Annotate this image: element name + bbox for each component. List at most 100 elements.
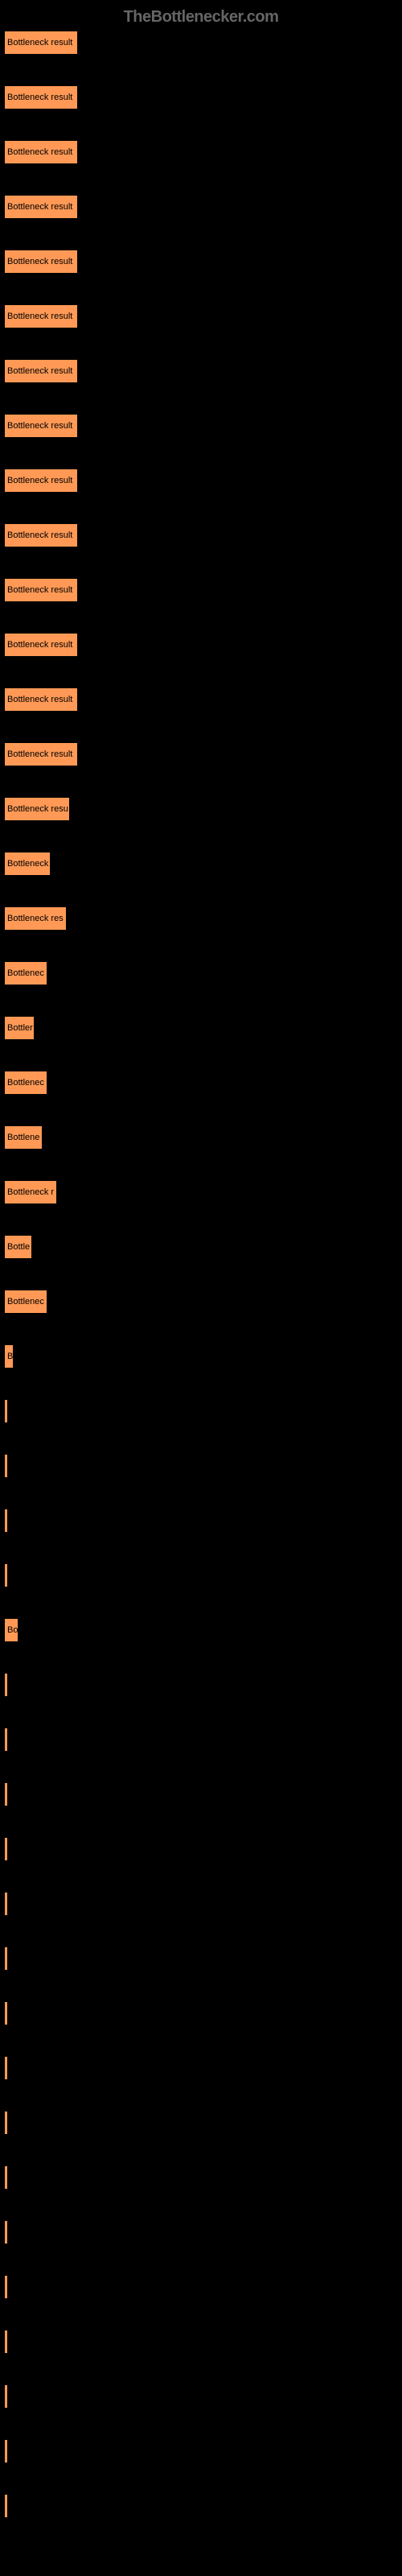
bar-label: Bottlenec <box>7 968 44 978</box>
bar: Bottlenec <box>4 1071 47 1095</box>
bar <box>4 1837 8 1861</box>
logo: TheBottlenecker.com <box>124 8 279 26</box>
bar: Bottleneck result <box>4 633 78 657</box>
bar-row <box>4 1673 398 1697</box>
bar <box>4 2111 8 2135</box>
bar: Bottleneck result <box>4 31 78 55</box>
bar-label: . <box>7 1406 8 1416</box>
bar <box>4 1892 8 1916</box>
bar-row: Bottleneck result <box>4 31 398 55</box>
bar-row: Bottleneck result <box>4 687 398 712</box>
bar-row <box>4 2056 398 2080</box>
bar-label: Bottler <box>7 1023 33 1033</box>
bar: Bottleneck result <box>4 250 78 274</box>
bar-label: Bottleneck result <box>7 93 72 102</box>
bar: B <box>4 1344 14 1368</box>
bar-row <box>4 2330 398 2354</box>
bar <box>4 2494 8 2518</box>
bar-row: Bottleneck result <box>4 359 398 383</box>
bar-row: Bottleneck result <box>4 414 398 438</box>
bar-row <box>4 1728 398 1752</box>
bar-label: Bottleneck result <box>7 147 72 157</box>
bar-label: Bottleneck result <box>7 38 72 47</box>
bar-row: Bottlenec <box>4 1071 398 1095</box>
bar <box>4 1509 8 1533</box>
bar-label: Bottleneck result <box>7 476 72 485</box>
bar: Bottleneck result <box>4 578 78 602</box>
bar-row <box>4 1563 398 1587</box>
bar-row <box>4 2494 398 2518</box>
bar <box>4 1946 8 1971</box>
bar-row <box>4 1892 398 1916</box>
bar-row: . <box>4 1399 398 1423</box>
bar-label: Bottlenec <box>7 1297 44 1307</box>
bar-row: Bottleneck result <box>4 578 398 602</box>
bar-row: Bottlene <box>4 1125 398 1150</box>
bar: Bottlene <box>4 1125 43 1150</box>
bar-row: Bottler <box>4 1016 398 1040</box>
bar-row: Bottleneck result <box>4 633 398 657</box>
bar <box>4 1782 8 1806</box>
header: TheBottlenecker.com <box>0 0 402 31</box>
bar-row: Bottleneck result <box>4 469 398 493</box>
bar: Bottle <box>4 1235 32 1259</box>
bar-row <box>4 1454 398 1478</box>
bar <box>4 1454 8 1478</box>
bar-row: Bottle <box>4 1235 398 1259</box>
bar: Bottler <box>4 1016 35 1040</box>
bar <box>4 1673 8 1697</box>
bar: Bottleneck resu <box>4 797 70 821</box>
bar-label: Bo <box>7 1625 18 1635</box>
bar-row: Bottlenec <box>4 1290 398 1314</box>
bar: Bottleneck result <box>4 414 78 438</box>
bar <box>4 2220 8 2244</box>
bar-row <box>4 2111 398 2135</box>
bar-row: Bottlenec <box>4 961 398 985</box>
bar: Bottleneck res <box>4 906 67 931</box>
bar: Bottleneck result <box>4 195 78 219</box>
bar-label: Bottle <box>7 1242 30 1252</box>
bar <box>4 2056 8 2080</box>
bar: Bottleneck r <box>4 1180 57 1204</box>
bar <box>4 2439 8 2463</box>
bar <box>4 1728 8 1752</box>
bar: Bottleneck result <box>4 687 78 712</box>
bar-label: Bottleneck result <box>7 257 72 266</box>
bar: . <box>4 1399 8 1423</box>
bar-row <box>4 2220 398 2244</box>
bar-row <box>4 1509 398 1533</box>
bar-row: Bottleneck result <box>4 304 398 328</box>
bar-row: Bottleneck result <box>4 523 398 547</box>
bar: Bottleneck result <box>4 140 78 164</box>
bar-row <box>4 2165 398 2190</box>
bar <box>4 2165 8 2190</box>
bar: Bottleneck result <box>4 85 78 109</box>
bar-label: Bottleneck r <box>7 1187 54 1197</box>
bar: Bo <box>4 1618 18 1642</box>
bar-label: Bottlenec <box>7 1078 44 1088</box>
bar-label: Bottleneck result <box>7 530 72 540</box>
bar: Bottleneck result <box>4 304 78 328</box>
bar-row <box>4 1946 398 1971</box>
bar: Bottleneck result <box>4 469 78 493</box>
bar-label: Bottlene <box>7 1133 39 1142</box>
bar-row <box>4 1782 398 1806</box>
bar-label: Bottleneck result <box>7 585 72 595</box>
bar-row: Bo <box>4 1618 398 1642</box>
bar-row <box>4 2001 398 2025</box>
bar-label: Bottleneck result <box>7 202 72 212</box>
bar-row: Bottleneck r <box>4 1180 398 1204</box>
chart-container: Bottleneck result Bottleneck result Bottle… <box>0 31 402 2518</box>
bar-row: Bottleneck resu <box>4 797 398 821</box>
bar-row <box>4 1837 398 1861</box>
bar-label: Bottleneck res <box>7 914 64 923</box>
bar-row: B <box>4 1344 398 1368</box>
bar: Bottleneck result <box>4 742 78 766</box>
bar-row: Bottleneck <box>4 852 398 876</box>
bar: Bottleneck result <box>4 359 78 383</box>
bar: Bottlenec <box>4 961 47 985</box>
bar-row: Bottleneck result <box>4 250 398 274</box>
bar-label: Bottleneck <box>7 859 48 869</box>
bar-label: Bottleneck result <box>7 312 72 321</box>
bar-row: Bottleneck res <box>4 906 398 931</box>
